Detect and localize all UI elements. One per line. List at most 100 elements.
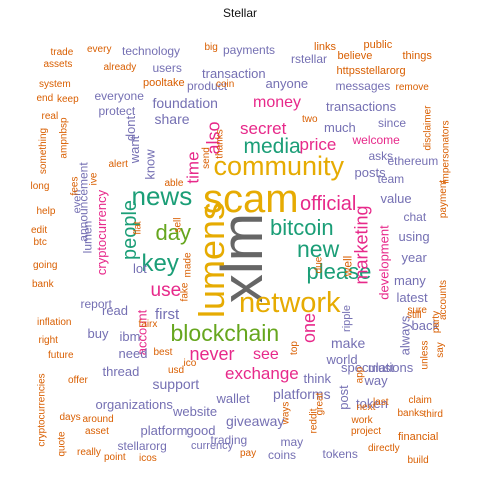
- cloud-word: blockchain: [170, 319, 280, 346]
- cloud-word: made: [182, 252, 194, 278]
- cloud-word: latest: [396, 289, 428, 305]
- cloud-word: dont: [122, 115, 138, 141]
- cloud-word: assets: [43, 59, 73, 70]
- cloud-word: team: [377, 172, 405, 186]
- cloud-word: quote: [56, 431, 68, 457]
- cloud-word: may: [280, 435, 304, 449]
- cloud-word: many: [394, 272, 426, 288]
- cloud-word: transaction: [202, 65, 266, 81]
- cloud-word: rstellar: [291, 52, 328, 66]
- cloud-word: next: [356, 402, 376, 413]
- cloud-word: share: [154, 111, 190, 127]
- cloud-word: ways: [279, 401, 291, 425]
- cloud-word: must: [368, 361, 395, 375]
- cloud-word: one: [299, 312, 320, 344]
- cloud-word: read: [102, 302, 129, 318]
- cloud-word: big: [204, 42, 218, 53]
- cloud-word: please: [306, 259, 372, 284]
- cloud-word: disclaimer: [422, 105, 434, 151]
- cloud-word: cryptocurrencies: [36, 373, 48, 447]
- cloud-word: real: [41, 111, 59, 122]
- cloud-word: new: [297, 235, 340, 262]
- cloud-word: days: [59, 412, 81, 423]
- cloud-word: keep: [57, 94, 79, 105]
- cloud-word: remove: [395, 82, 429, 93]
- cloud-word: right: [38, 335, 58, 346]
- cloud-word: technology: [122, 44, 181, 58]
- cloud-word: asset: [85, 426, 109, 437]
- cloud-word: since: [378, 116, 407, 130]
- cloud-word: fairx: [138, 319, 158, 330]
- cloud-word: good: [186, 422, 216, 438]
- cloud-word: best: [153, 347, 173, 358]
- cloud-word: key: [141, 250, 179, 277]
- cloud-word: posts: [354, 164, 386, 180]
- cloud-word: make: [331, 335, 366, 351]
- cloud-word: world: [326, 351, 358, 367]
- cloud-word: exchange: [225, 363, 299, 383]
- cloud-word: think: [303, 370, 331, 386]
- cloud-word: due: [312, 256, 324, 274]
- cloud-word: wallet: [216, 390, 250, 406]
- cloud-word: value: [380, 190, 412, 206]
- cloud-word: thanks: [214, 129, 226, 159]
- cloud-word: usd: [168, 365, 185, 376]
- cloud-word: trade: [50, 47, 74, 58]
- cloud-word: money: [253, 94, 302, 111]
- cloud-word: giveaway: [226, 413, 285, 429]
- cloud-word: see: [253, 346, 279, 363]
- cloud-word: transactions: [326, 98, 397, 114]
- cloud-word: fake: [178, 282, 190, 302]
- cloud-word: already: [103, 62, 137, 73]
- cloud-word: media: [243, 134, 301, 158]
- cloud-word: future: [48, 350, 74, 361]
- cloud-word: thread: [102, 363, 140, 379]
- cloud-word: network: [239, 286, 341, 319]
- cloud-word: sell: [172, 217, 184, 233]
- cloud-word: time: [183, 150, 203, 184]
- cloud-word: tokens: [322, 447, 358, 461]
- cloud-word: cryptocurrency: [93, 189, 109, 275]
- cloud-word: speculations: [341, 359, 414, 375]
- cloud-word: token: [356, 395, 388, 411]
- cloud-word: last: [373, 397, 389, 408]
- cloud-word: work: [351, 415, 373, 426]
- cloud-word: something: [38, 127, 50, 175]
- cloud-word: way: [364, 372, 388, 388]
- cloud-word: year: [401, 249, 427, 265]
- cloud-word: long: [30, 181, 50, 192]
- cloud-word: welcome: [352, 133, 400, 147]
- cloud-word: payments: [223, 43, 276, 57]
- cloud-word: first: [155, 305, 180, 323]
- cloud-word: inflation: [37, 317, 72, 328]
- cloud-word: third: [423, 409, 443, 420]
- cloud-word: platform: [140, 422, 188, 438]
- cloud-word: flat: [132, 221, 144, 235]
- cloud-word: offer: [68, 375, 88, 386]
- cloud-word: top: [288, 341, 300, 355]
- cloud-word: impersonators: [440, 120, 452, 184]
- cloud-word: post: [335, 384, 351, 410]
- cloud-word: protect: [98, 104, 136, 118]
- cloud-word: using: [398, 228, 430, 244]
- cloud-word: lot: [133, 260, 147, 276]
- cloud-word: development: [376, 224, 392, 300]
- cloud-word: everyone: [94, 89, 144, 103]
- cloud-word: ive: [87, 172, 99, 186]
- cloud-word: edit: [31, 225, 48, 236]
- cloud-word: asks: [368, 149, 394, 163]
- cloud-word: secret: [240, 118, 287, 138]
- cloud-word: app: [353, 366, 365, 384]
- cloud-word: still: [407, 310, 422, 321]
- cloud-word: scam: [203, 177, 299, 221]
- cloud-word: buy: [87, 325, 109, 341]
- cloud-word: project: [351, 426, 382, 437]
- cloud-word: sure: [407, 305, 427, 316]
- cloud-word: things: [402, 49, 432, 62]
- figure-title: Stellar: [222, 6, 257, 20]
- cloud-word: users: [152, 61, 182, 75]
- cloud-word: banks: [397, 408, 425, 419]
- cloud-word: coin: [216, 79, 235, 90]
- cloud-word: use: [150, 279, 182, 301]
- cloud-word: public: [363, 38, 393, 51]
